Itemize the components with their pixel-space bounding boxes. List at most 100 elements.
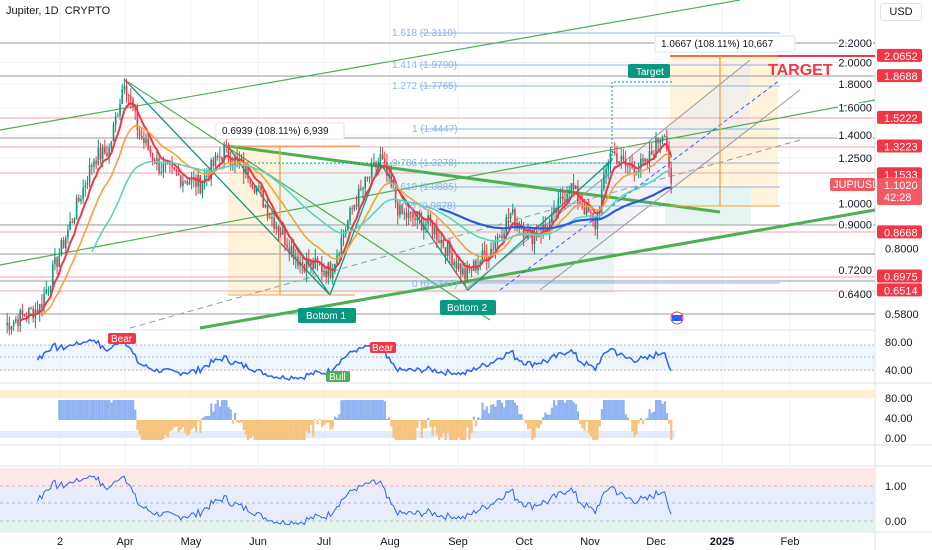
candle — [206, 175, 208, 177]
fib-label: 0.618 (1.0885) — [392, 182, 457, 193]
candle — [284, 229, 286, 245]
osc-bar — [331, 420, 334, 429]
osc-bar — [199, 420, 202, 434]
osc-bar — [175, 420, 178, 427]
candle — [62, 240, 65, 249]
osc-bar — [320, 420, 324, 428]
osc-bar — [77, 400, 80, 420]
time-tick: Apr — [116, 536, 133, 548]
candle — [234, 156, 236, 165]
price-level-tag-bg — [877, 110, 922, 124]
measure-label-left[interactable]: 0.6939 (108.11%) 6,939 — [215, 122, 345, 140]
osc-bar — [116, 400, 120, 420]
time-axis[interactable]: 2 Apr May Jun Jul Aug Sep Oct Nov Dec 2025 Feb — [57, 536, 800, 548]
osc-lower-band — [0, 431, 675, 438]
candle — [555, 207, 557, 214]
osc-bar — [555, 405, 558, 420]
bottom1-tag[interactable]: Bottom 1 — [298, 308, 356, 323]
rsi-tick: 40.00 — [885, 365, 913, 377]
osc-bar — [524, 420, 527, 424]
bear-label: Bear — [370, 342, 396, 354]
candle — [127, 94, 130, 97]
candle — [475, 260, 477, 271]
bottom2-tag[interactable]: Bottom 2 — [440, 300, 496, 315]
candle — [158, 158, 160, 174]
osc-bar — [69, 400, 72, 420]
price-axis[interactable]: 2.2000 2.0000 1.8000 1.6000 1.4000 1.2500 1.00… — [837, 37, 919, 322]
candle — [41, 304, 43, 308]
candle — [97, 147, 100, 165]
flag-icon[interactable] — [670, 311, 684, 325]
horizontal-levels — [0, 32, 875, 315]
candle — [409, 212, 412, 214]
candle — [60, 240, 63, 256]
osc-bar — [481, 402, 484, 420]
candle — [177, 173, 180, 176]
candle — [388, 173, 390, 176]
osc-bar — [511, 400, 514, 420]
osc-bar — [548, 414, 551, 420]
rsi-tick: 80.00 — [885, 337, 913, 349]
candle — [104, 146, 106, 153]
osc-bar — [95, 400, 98, 420]
osc-bar — [618, 400, 621, 420]
osc-bar — [346, 400, 350, 420]
osc-bar — [179, 420, 182, 430]
measure-label-right[interactable]: 1.0667 (108.11%) 10,667 — [654, 35, 796, 53]
osc-bar — [216, 400, 219, 420]
osc-bar — [576, 411, 580, 420]
candle — [123, 85, 126, 90]
osc-bar — [435, 420, 439, 435]
price-tick: 1.8000 — [838, 79, 872, 91]
osc-bar — [275, 420, 278, 440]
time-tick: Aug — [380, 536, 400, 548]
candle — [145, 139, 147, 143]
candle — [125, 85, 128, 95]
price-level-tag: 0.8668 — [884, 227, 918, 239]
osc-tick: 40.00 — [885, 413, 913, 425]
candle — [379, 154, 382, 162]
osc-bar — [655, 400, 658, 420]
osc-bar — [82, 400, 85, 420]
stoch-lower-zone — [0, 521, 875, 531]
osc-bar — [338, 414, 341, 420]
candle — [17, 319, 19, 327]
osc-bar — [197, 420, 200, 422]
osc-bar — [333, 416, 337, 420]
osc-bar — [633, 420, 636, 437]
osc-bar — [158, 420, 161, 440]
candle — [114, 116, 117, 125]
candle — [160, 171, 163, 174]
candle — [401, 205, 403, 214]
candle — [607, 163, 610, 170]
candle — [108, 148, 110, 156]
currency-button[interactable]: USD — [880, 3, 922, 21]
price-tick: 0.5800 — [885, 309, 919, 321]
osc-bar — [546, 414, 549, 420]
candle — [423, 224, 425, 230]
candle — [349, 208, 351, 221]
candle — [455, 261, 458, 269]
candle — [297, 256, 299, 266]
candle — [147, 139, 150, 150]
osc-bar — [657, 400, 660, 420]
osc-bar — [581, 420, 584, 429]
osc-bar — [292, 420, 295, 440]
bull-label: Bull — [326, 371, 350, 383]
candle — [640, 158, 642, 169]
osc-bar — [375, 400, 378, 420]
candle — [82, 187, 84, 200]
osc-bar — [314, 419, 317, 420]
time-tick: May — [181, 536, 202, 548]
target-tag[interactable]: Target — [628, 64, 670, 78]
osc-bar — [138, 420, 141, 435]
osc-bar — [262, 420, 265, 440]
osc-bar — [114, 400, 117, 420]
osc-bar — [136, 420, 139, 431]
candle — [195, 177, 197, 187]
osc-bar — [192, 420, 195, 428]
osc-bar — [500, 402, 504, 420]
osc-bar — [210, 403, 213, 420]
candle — [199, 174, 202, 194]
